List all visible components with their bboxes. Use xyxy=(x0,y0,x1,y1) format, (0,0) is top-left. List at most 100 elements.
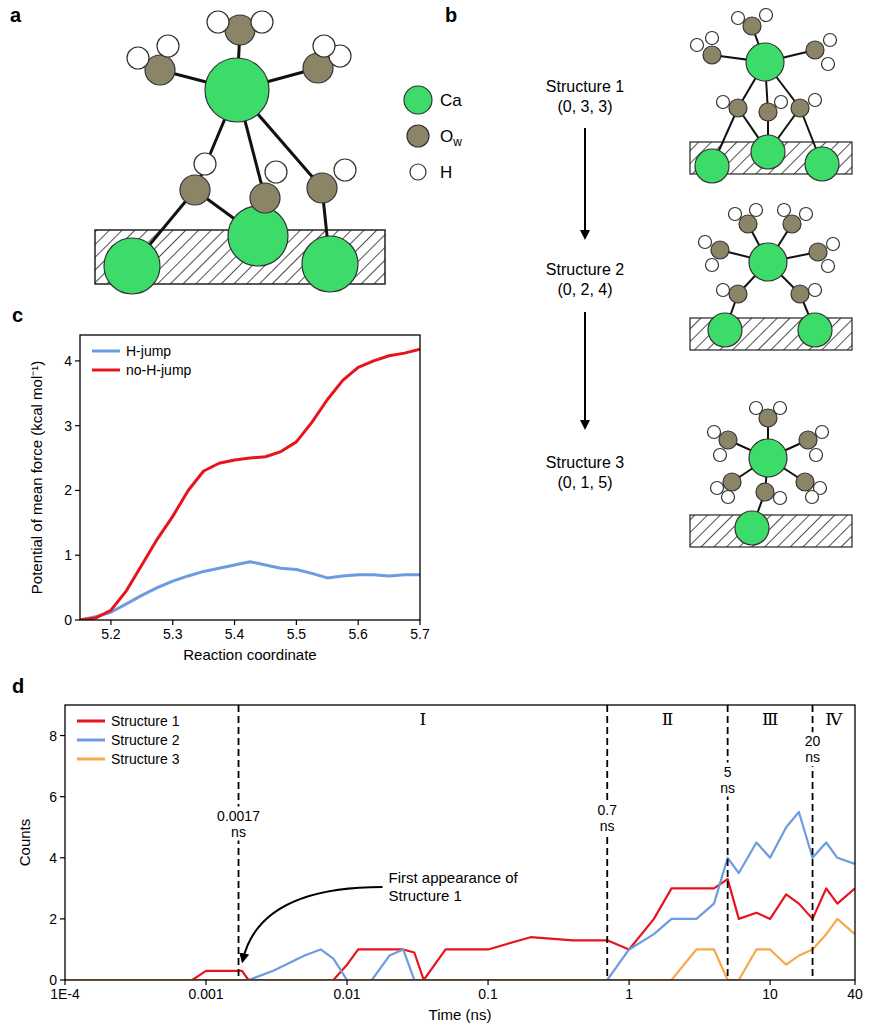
y-tick xyxy=(60,979,65,980)
hydrogen-atom xyxy=(717,96,730,109)
legend-label: Structure 3 xyxy=(111,751,180,767)
hydrogen-atom xyxy=(810,449,823,462)
oxygen-atom xyxy=(739,215,757,233)
structure-3 xyxy=(690,402,852,548)
y-tick-label: 0 xyxy=(64,612,72,628)
hydrogen-atom xyxy=(708,426,721,439)
time-divider xyxy=(238,705,240,980)
annotation-arrow xyxy=(243,887,383,961)
label-patch xyxy=(595,801,619,835)
divider-label-text: ns xyxy=(600,818,615,834)
calcium-ion xyxy=(749,439,787,477)
oxygen-atom xyxy=(703,46,721,64)
hydrogen-atom xyxy=(334,159,356,181)
divider-label-text: 5 xyxy=(724,764,732,780)
hydrogen-atom xyxy=(706,32,719,45)
legend: Structure 1Structure 2Structure 3 xyxy=(77,713,180,767)
legend-label: Structure 1 xyxy=(111,713,180,729)
label-patch xyxy=(803,732,823,766)
x-tick xyxy=(769,980,770,985)
y-tick xyxy=(60,796,65,797)
hydrogen-atom xyxy=(265,161,287,183)
hydrogen-atom xyxy=(822,58,835,71)
oxygen-atom xyxy=(307,173,337,203)
x-tick-label: 1E-4 xyxy=(50,986,80,1002)
time-divider xyxy=(727,705,729,980)
legend-swatch xyxy=(77,758,105,761)
hydrogen-atom xyxy=(822,260,835,273)
divider-label: 5ns xyxy=(718,763,737,797)
hydrogen-atom xyxy=(251,11,273,33)
structure-counts: (0, 1, 5) xyxy=(557,474,612,491)
surface-calcium xyxy=(228,206,288,266)
legend-label: Ow xyxy=(440,127,462,149)
panel-d: d1E-40.0010.010.11104002468Time (ns)Coun… xyxy=(12,675,863,1023)
calcium-ion xyxy=(205,58,269,122)
y-tick-label: 0 xyxy=(49,972,57,988)
diagram-a xyxy=(95,11,385,294)
hydrogen-atom xyxy=(157,35,179,57)
legend-swatch xyxy=(77,739,105,742)
oxygen-atom xyxy=(180,175,210,205)
x-tick-label: 1 xyxy=(625,986,633,1002)
divider-label: 0.7ns xyxy=(595,801,619,835)
structure-2 xyxy=(690,204,852,351)
y-tick-label: 3 xyxy=(64,418,72,434)
structure-name: Structure 2 xyxy=(546,261,624,278)
figure: aCaOwHbStructure 1(0, 3, 3)Structure 2(0… xyxy=(0,0,873,1032)
y-tick xyxy=(60,857,65,858)
x-tick xyxy=(64,980,65,985)
legend-atom xyxy=(407,125,429,147)
x-tick xyxy=(628,980,629,985)
legend-swatch xyxy=(92,350,120,353)
surface-calcium xyxy=(798,313,832,347)
hydrogen-atom xyxy=(711,482,724,495)
oxygen-atom xyxy=(250,183,280,213)
series-line xyxy=(80,562,420,620)
hydrogen-atom xyxy=(127,47,149,69)
x-tick-label: 5.5 xyxy=(287,626,307,642)
region-label: Ⅱ xyxy=(662,709,674,729)
hydrogen-atom xyxy=(717,284,730,297)
x-tick xyxy=(358,620,359,625)
legend-label: H-jump xyxy=(126,343,171,359)
legend-subscript: w xyxy=(452,135,462,149)
legend-atom xyxy=(404,86,432,114)
hydrogen-atom xyxy=(714,449,727,462)
y-tick-label: 4 xyxy=(64,353,72,369)
transition-arrow xyxy=(584,312,586,428)
x-tick-label: 5.7 xyxy=(410,626,430,642)
y-tick-label: 2 xyxy=(64,482,72,498)
series-line xyxy=(65,812,855,980)
y-tick-label: 6 xyxy=(49,789,57,805)
divider-label-text: 20 xyxy=(805,733,821,749)
structure-name: Structure 3 xyxy=(546,454,624,471)
x-tick-label: 10 xyxy=(762,986,778,1002)
oxygen-atom xyxy=(743,17,761,35)
structure-counts: (0, 3, 3) xyxy=(557,98,612,115)
structure-1 xyxy=(690,9,852,184)
transition-arrow xyxy=(584,128,586,238)
region-label: Ⅲ xyxy=(762,709,778,729)
x-tick xyxy=(110,620,111,625)
panel-letter: d xyxy=(12,675,24,697)
y-tick xyxy=(75,555,80,556)
x-tick xyxy=(487,980,488,985)
hydrogen-atom xyxy=(809,284,822,297)
x-tick-label: 40 xyxy=(847,986,863,1002)
oxygen-atom xyxy=(719,431,737,449)
surface-calcium xyxy=(695,149,729,183)
hydrogen-atom xyxy=(207,11,229,33)
hydrogen-atom xyxy=(774,402,787,415)
plot-frame xyxy=(65,705,855,980)
y-tick xyxy=(75,425,80,426)
panel-c: c5.25.35.45.55.65.701234Reaction coordin… xyxy=(12,304,430,663)
oxygen-atom xyxy=(759,103,777,121)
y-tick xyxy=(75,619,80,620)
x-tick xyxy=(234,620,235,625)
hydrogen-atom xyxy=(778,204,791,217)
calcium-ion xyxy=(749,243,787,281)
surface-calcium xyxy=(751,135,785,169)
panel-letter: b xyxy=(445,4,457,26)
hydrogen-atom xyxy=(760,9,773,22)
